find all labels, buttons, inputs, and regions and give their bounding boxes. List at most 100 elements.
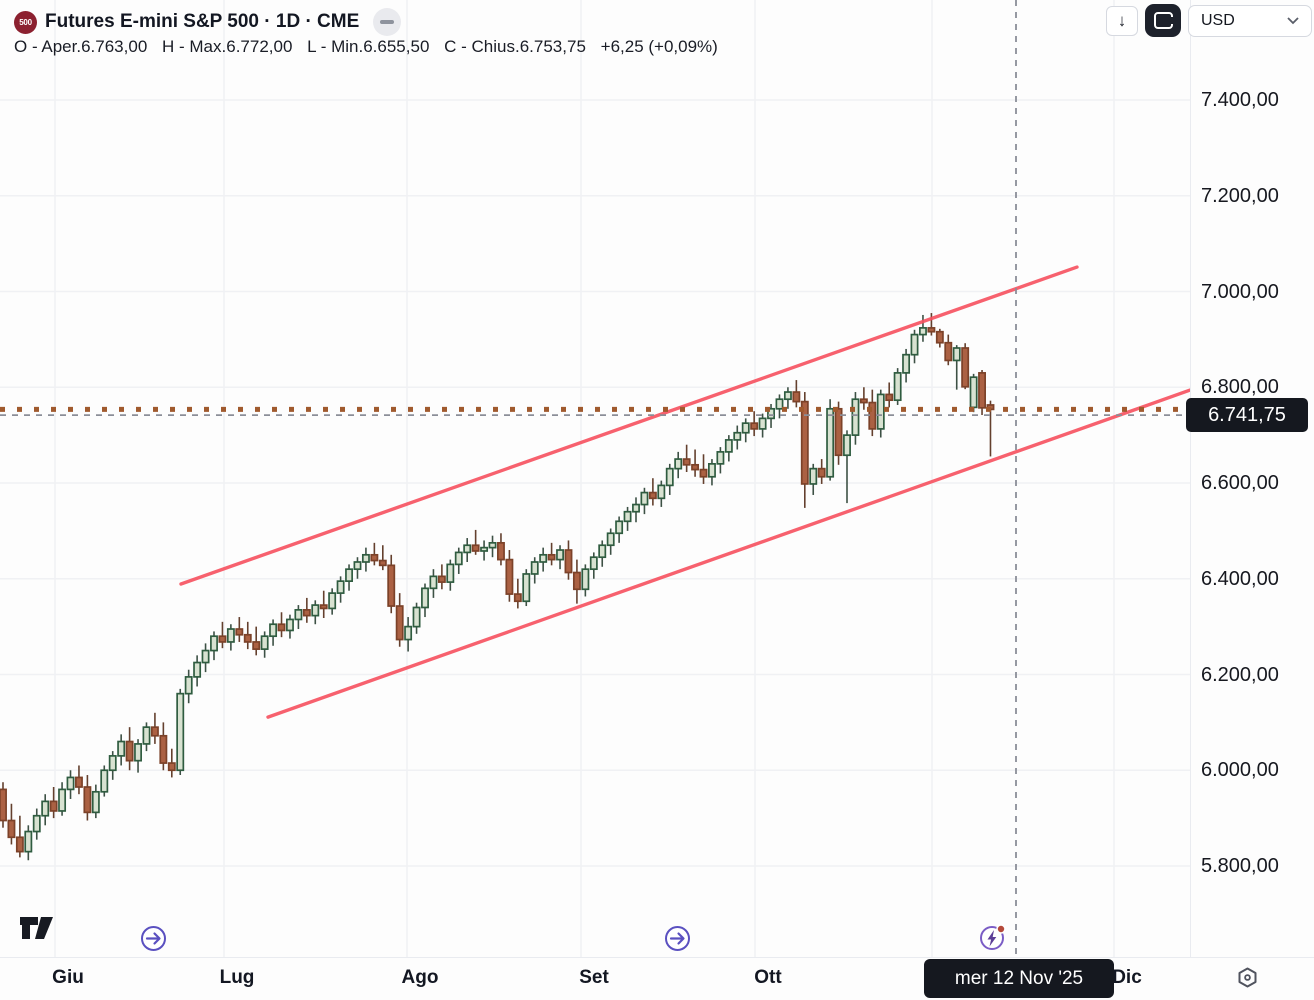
candle-body xyxy=(969,376,978,409)
candle-body xyxy=(463,544,472,554)
candle-body xyxy=(471,544,480,552)
collapse-legend-button[interactable] xyxy=(373,8,402,36)
candle-body xyxy=(328,592,337,610)
candle-body xyxy=(294,609,303,621)
candle-body xyxy=(589,556,598,571)
candle-body xyxy=(699,468,708,478)
price-axis-label: 7.000,00 xyxy=(1201,280,1279,303)
candle-body xyxy=(539,553,548,563)
crosshair-price-label: 6.741,75 xyxy=(1186,398,1308,432)
candle-body xyxy=(142,726,151,745)
price-axis-label: 6.200,00 xyxy=(1201,663,1279,686)
candle-body xyxy=(800,400,809,485)
candle-body xyxy=(269,623,278,638)
candle-body xyxy=(792,391,801,403)
candle-body xyxy=(412,606,421,628)
candle-body xyxy=(345,568,353,582)
candle-body xyxy=(404,625,413,641)
trend-channel-line[interactable] xyxy=(266,388,1190,719)
candle-body xyxy=(750,422,759,430)
candle-body xyxy=(32,814,41,833)
axis-settings-gear-icon[interactable] xyxy=(1236,966,1259,989)
candle-body xyxy=(488,541,497,549)
candle-body xyxy=(868,401,877,430)
candle-body xyxy=(978,372,986,409)
time-axis-label: Ago xyxy=(401,967,439,988)
candle-body xyxy=(572,571,581,591)
candle-body xyxy=(632,503,640,513)
event-marker-icon[interactable] xyxy=(664,925,691,952)
frame-icon xyxy=(1153,12,1174,29)
candle-body xyxy=(429,575,438,590)
symbol-title[interactable]: Futures E-mini S&P 500 · 1D · CME xyxy=(45,11,360,32)
candle-body xyxy=(935,330,944,344)
candlestick-chart[interactable] xyxy=(0,0,1190,957)
candle-body xyxy=(210,635,218,652)
candle-body xyxy=(834,407,843,457)
candle-body xyxy=(446,563,455,583)
candle-body xyxy=(902,353,911,374)
candle-body xyxy=(581,568,590,591)
candle-body xyxy=(7,819,16,839)
candle-body xyxy=(370,553,379,562)
time-axis-label: Ott xyxy=(754,967,782,988)
close-value: 6.753,75 xyxy=(519,37,586,56)
candle-body xyxy=(598,544,607,559)
candle-body xyxy=(851,398,860,436)
top-toolbar: ↓ USD xyxy=(1106,4,1312,37)
candle-body xyxy=(843,434,851,457)
candle-body xyxy=(134,743,142,762)
candle-body xyxy=(100,769,109,793)
currency-select[interactable]: USD xyxy=(1188,4,1312,37)
candle-body xyxy=(235,628,244,636)
crosshair-date-label: mer 12 Nov '25 xyxy=(924,959,1114,998)
candle-body xyxy=(75,776,83,788)
trend-channel-line[interactable] xyxy=(179,265,1079,586)
candle-body xyxy=(480,546,489,552)
tradingview-logo-icon[interactable] xyxy=(18,915,58,941)
candle-body xyxy=(117,740,126,757)
candle-body xyxy=(615,520,624,535)
price-axis-label: 5.800,00 xyxy=(1201,855,1279,877)
candle-body xyxy=(733,431,742,441)
change-value: +6,25 (+0,09%) xyxy=(600,37,718,56)
time-axis-label: Giu xyxy=(52,967,84,988)
candle-body xyxy=(41,800,50,817)
candle-body xyxy=(505,558,514,595)
candle-body xyxy=(893,372,902,402)
earnings-marker-icon[interactable] xyxy=(978,922,1008,952)
event-marker-icon[interactable] xyxy=(140,925,167,952)
currency-value: USD xyxy=(1201,11,1235,29)
candle-body xyxy=(910,333,919,356)
candle-body xyxy=(277,623,286,632)
download-button[interactable]: ↓ xyxy=(1106,5,1138,36)
price-axis[interactable]: 7.400,00 7.200,00 7.000,00 6.800,00 6.600,00… xyxy=(1190,0,1314,957)
candle-body xyxy=(311,604,320,617)
candle-body xyxy=(556,549,564,561)
candle-body xyxy=(741,422,750,434)
high-value: 6.772,00 xyxy=(226,37,293,56)
candle-body xyxy=(361,553,370,563)
candle-body xyxy=(193,661,202,678)
candle-body xyxy=(302,609,311,617)
candle-body xyxy=(387,564,396,607)
candle-body xyxy=(252,641,261,650)
symbol-header: 500 Futures E-mini S&P 500 · 1D · CME xyxy=(14,8,402,36)
candle-body xyxy=(497,541,505,561)
candle-body xyxy=(243,633,252,643)
candle-body xyxy=(758,417,767,430)
candle-body xyxy=(49,800,58,812)
candle-body xyxy=(682,458,691,466)
candle-body xyxy=(201,649,210,664)
candle-body xyxy=(783,391,792,401)
candle-body xyxy=(547,553,556,561)
candle-body xyxy=(708,463,716,478)
ohlc-legend: O - Aper.6.763,00 H - Max.6.772,00 L - M… xyxy=(14,37,718,56)
fullscreen-button[interactable] xyxy=(1145,4,1181,37)
candle-body xyxy=(952,347,961,362)
low-value: 6.655,50 xyxy=(363,37,430,56)
candle-body xyxy=(724,439,733,453)
time-axis[interactable]: GiuLugAgoSetOttNovDic xyxy=(0,957,1314,1000)
candle-body xyxy=(108,755,117,772)
sp500-logo-icon: 500 xyxy=(14,10,37,34)
